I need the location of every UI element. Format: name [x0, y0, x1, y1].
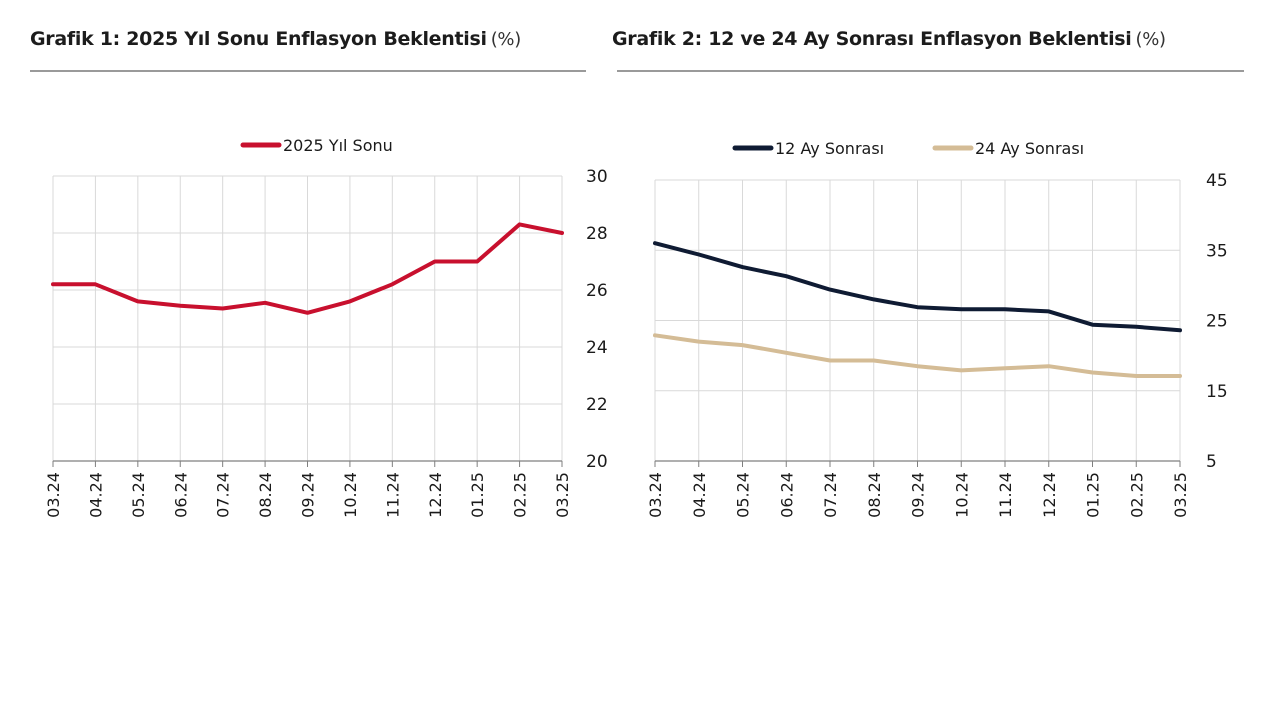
chart-title: Grafik 2: 12 ve 24 Ay Sonrası Enflasyon …: [612, 28, 1166, 50]
legend-label: 24 Ay Sonrası: [975, 139, 1084, 158]
y-tick-label: 25: [1206, 312, 1228, 332]
x-tick-label: 09.24: [909, 472, 928, 518]
y-tick-label: 26: [586, 281, 608, 301]
title-divider: [30, 70, 586, 72]
x-tick-label: 06.24: [171, 472, 190, 518]
line-chart: 03.24 04.24 05.24 06.24 07.24 08.24 09.24 10.24…: [44, 136, 608, 518]
y-tick-label: 20: [586, 452, 608, 472]
x-tick-label: 03.24: [646, 472, 665, 518]
y-tick-label: 35: [1206, 241, 1228, 261]
series-line-0: [653, 241, 1182, 333]
line-chart: 03.24 04.24 05.24 06.24 07.24 08.24 09.24 10.24…: [646, 139, 1228, 518]
x-tick-label: 12.24: [426, 472, 445, 518]
x-tick-label: 05.24: [734, 472, 753, 518]
y-tick-label: 24: [586, 338, 608, 358]
chart-panel-1: Grafik 1: 2025 Yıl Sonu Enflasyon Beklen…: [0, 0, 608, 720]
series-line-0: [51, 222, 564, 315]
x-tick-label: 10.24: [341, 472, 360, 518]
y-tick-label: 30: [586, 167, 608, 187]
x-tick-label: 03.25: [553, 472, 572, 518]
x-tick-label: 05.24: [129, 472, 148, 518]
x-tick-label: 11.24: [383, 472, 402, 518]
legend-label: 2025 Yıl Sonu: [283, 136, 393, 155]
x-tick-label: 09.24: [299, 472, 318, 518]
chart-title-unit: (%): [1135, 29, 1167, 50]
x-tick-label: 01.25: [1084, 472, 1103, 518]
chart-title-text: Grafik 1: 2025 Yıl Sonu Enflasyon Beklen…: [30, 28, 487, 50]
y-tick-label: 45: [1206, 171, 1228, 191]
x-tick-label: 06.24: [777, 472, 796, 518]
x-tick-label: 03.25: [1171, 472, 1190, 518]
legend-label: 12 Ay Sonrası: [775, 139, 884, 158]
chart-panel-2: Grafik 2: 12 ve 24 Ay Sonrası Enflasyon …: [600, 0, 1280, 720]
y-tick-label: 22: [586, 395, 608, 415]
x-tick-label: 08.24: [256, 472, 275, 518]
y-tick-label: 28: [586, 224, 608, 244]
x-tick-label: 10.24: [952, 472, 971, 518]
x-tick-label: 02.25: [511, 472, 530, 518]
y-tick-label: 5: [1206, 452, 1217, 472]
title-divider: [617, 70, 1244, 72]
x-tick-label: 04.24: [690, 472, 709, 518]
x-tick-label: 08.24: [865, 472, 884, 518]
x-tick-label: 03.24: [44, 472, 63, 518]
series-line-1: [653, 333, 1182, 378]
x-tick-label: 01.25: [468, 472, 487, 518]
x-tick-label: 02.25: [1127, 472, 1146, 518]
y-tick-label: 15: [1206, 382, 1228, 402]
chart-title-unit: (%): [490, 29, 522, 50]
chart-title-text: Grafik 2: 12 ve 24 Ay Sonrası Enflasyon …: [612, 28, 1132, 50]
x-tick-label: 12.24: [1040, 472, 1059, 518]
chart-title: Grafik 1: 2025 Yıl Sonu Enflasyon Beklen…: [30, 28, 521, 50]
x-tick-label: 07.24: [821, 472, 840, 518]
x-tick-label: 11.24: [996, 472, 1015, 518]
x-tick-label: 04.24: [86, 472, 105, 518]
x-tick-label: 07.24: [214, 472, 233, 518]
